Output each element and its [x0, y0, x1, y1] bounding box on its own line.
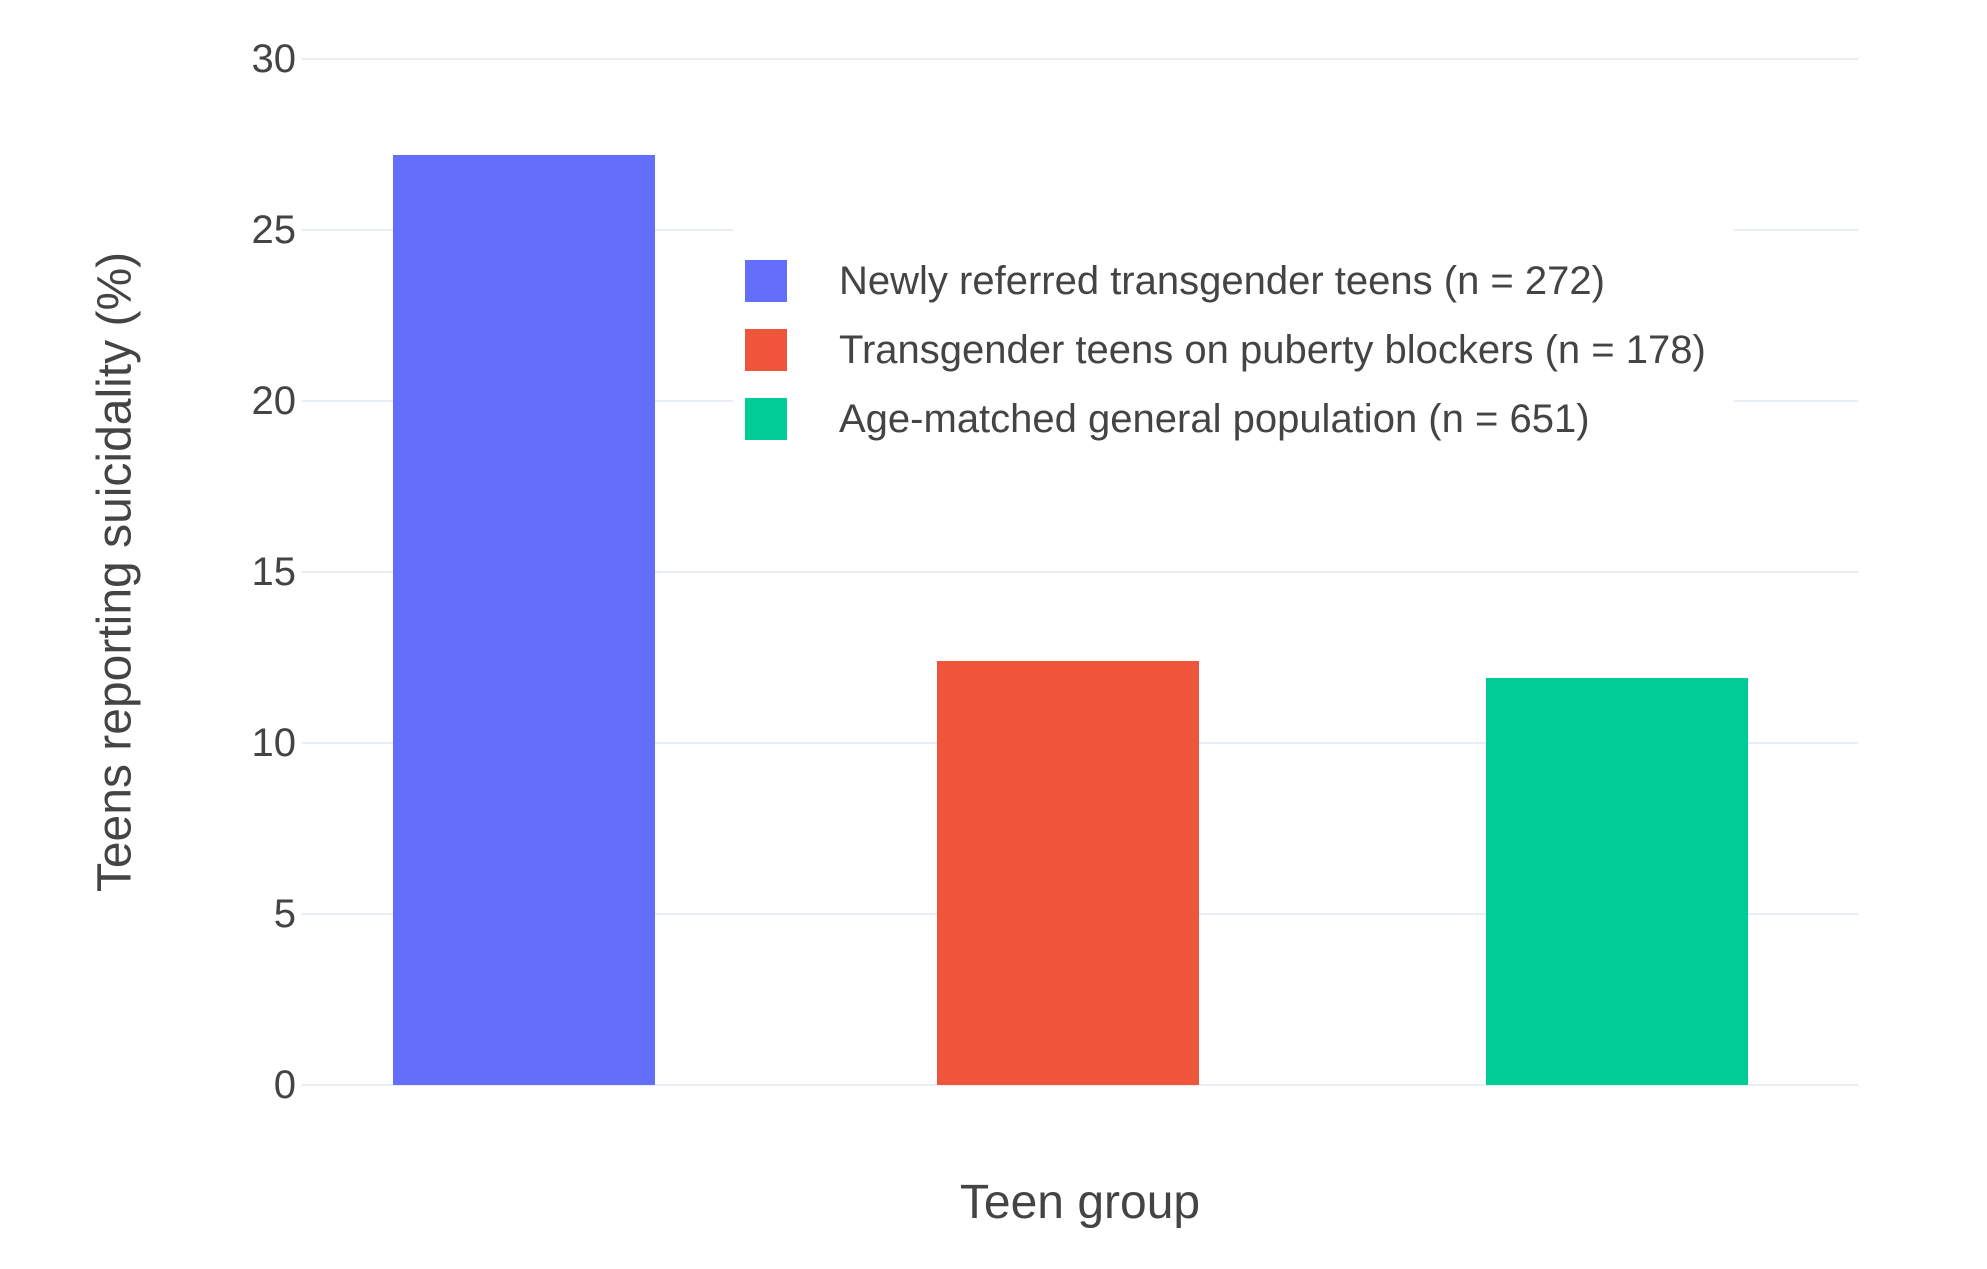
legend-label: Age-matched general population (n = 651)	[839, 397, 1590, 441]
legend-item-general-population: Age-matched general population (n = 651)	[745, 398, 1706, 440]
legend-item-newly-referred: Newly referred transgender teens (n = 27…	[745, 260, 1706, 302]
y-tick-label: 20	[251, 379, 297, 423]
bar-transgender-teens-on-puberty-blockers	[937, 661, 1199, 1085]
y-tick-label: 30	[251, 37, 297, 81]
y-tick-label: 10	[251, 721, 297, 765]
legend-swatch-green	[745, 398, 787, 440]
legend-swatch-red	[745, 329, 787, 371]
y-tick-label: 0	[273, 1063, 296, 1107]
gridline-0	[302, 1084, 1858, 1086]
bar-newly-referred-transgender-teens	[393, 155, 655, 1085]
legend: Newly referred transgender teens (n = 27…	[733, 212, 1734, 476]
y-axis-title: Teens reporting suicidality (%)	[88, 251, 142, 893]
x-axis-title: Teen group	[959, 1176, 1201, 1229]
legend-swatch-blue	[745, 260, 787, 302]
bar-age-matched-general-population	[1486, 678, 1748, 1085]
y-tick-label: 25	[251, 208, 297, 252]
y-tick-label: 5	[273, 892, 296, 936]
y-tick-label: 15	[251, 550, 297, 594]
gridline-15	[302, 571, 1858, 573]
legend-item-puberty-blockers: Transgender teens on puberty blockers (n…	[745, 329, 1706, 371]
gridline-30	[302, 58, 1858, 60]
legend-label: Newly referred transgender teens (n = 27…	[839, 259, 1605, 303]
legend-label: Transgender teens on puberty blockers (n…	[839, 328, 1706, 372]
